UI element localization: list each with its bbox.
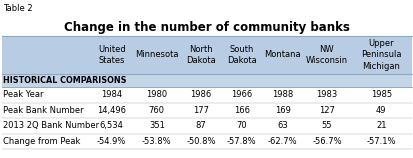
Text: 166: 166 [234,106,250,115]
Text: 351: 351 [149,121,165,130]
Text: 1988: 1988 [272,90,294,99]
Text: 760: 760 [149,106,165,115]
Text: 87: 87 [195,121,206,130]
Text: 127: 127 [319,106,335,115]
Bar [2,74,412,87]
Text: Change in the number of community banks: Change in the number of community banks [64,21,350,34]
Text: Peak Bank Number: Peak Bank Number [3,106,83,115]
Text: HISTORICAL COMPARISONS: HISTORICAL COMPARISONS [3,76,126,85]
Text: 1980: 1980 [146,90,167,99]
Text: -62.7%: -62.7% [268,137,298,146]
Text: 1986: 1986 [190,90,211,99]
Text: 1984: 1984 [101,90,122,99]
Text: South
Dakota: South Dakota [227,45,257,65]
Text: -56.7%: -56.7% [312,137,342,146]
Text: 14,496: 14,496 [97,106,126,115]
Text: 49: 49 [376,106,387,115]
Text: 169: 169 [275,106,291,115]
Text: 6,534: 6,534 [100,121,123,130]
Bar [2,118,412,134]
Text: -57.1%: -57.1% [366,137,396,146]
Text: United
States: United States [98,45,126,65]
Bar [2,134,412,149]
Text: 1983: 1983 [316,90,337,99]
Text: 21: 21 [376,121,387,130]
Text: Change from Peak: Change from Peak [3,137,81,146]
Bar [2,103,412,118]
Text: 2013 2Q Bank Number: 2013 2Q Bank Number [3,121,99,130]
Text: Upper
Peninsula
Michigan: Upper Peninsula Michigan [361,39,401,71]
Text: 177: 177 [193,106,209,115]
Text: Montana: Montana [265,51,301,60]
Text: -54.9%: -54.9% [97,137,126,146]
Text: 70: 70 [237,121,247,130]
Text: Peak Year: Peak Year [3,90,43,99]
Bar [2,87,412,103]
Text: 55: 55 [322,121,332,130]
Text: North
Dakota: North Dakota [186,45,216,65]
Text: 63: 63 [278,121,288,130]
Text: -50.8%: -50.8% [186,137,216,146]
Bar [2,36,412,74]
Text: Minnesota: Minnesota [135,51,178,60]
Text: NW
Wisconsin: NW Wisconsin [306,45,348,65]
Text: -53.8%: -53.8% [142,137,171,146]
Text: 1985: 1985 [371,90,392,99]
Text: -57.8%: -57.8% [227,137,256,146]
Text: Table 2: Table 2 [3,4,33,13]
Text: 1966: 1966 [231,90,252,99]
